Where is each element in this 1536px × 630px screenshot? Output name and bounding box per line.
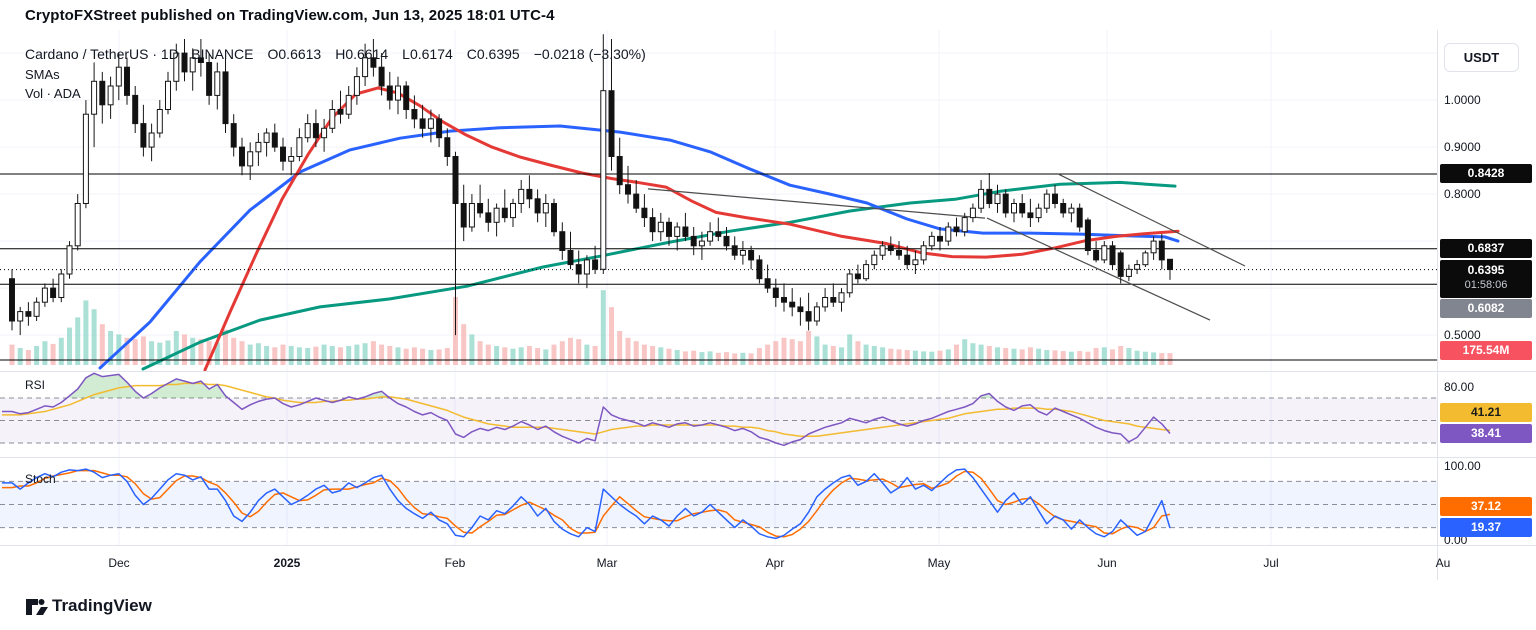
attribution-header: CryptoFXStreet published on TradingView.… bbox=[25, 7, 555, 24]
symbol-title[interactable]: Cardano / TetherUS · 1D · BINANCE bbox=[25, 46, 254, 62]
footer: TradingView bbox=[0, 580, 1536, 630]
chart-canvas[interactable] bbox=[0, 30, 1437, 545]
stoch-k-badge: 19.37 bbox=[1440, 518, 1532, 537]
price-tick: 0.9000 bbox=[1444, 140, 1481, 155]
chart-legend: Cardano / TetherUS · 1D · BINANCE O0.661… bbox=[25, 46, 646, 101]
time-axis-label: Jul bbox=[1263, 556, 1279, 570]
level-badge-0.8428: 0.8428 bbox=[1440, 164, 1532, 183]
time-axis-label: May bbox=[927, 556, 951, 570]
ohlc-low: L0.6174 bbox=[402, 46, 453, 62]
time-axis-label: Feb bbox=[444, 556, 466, 570]
stoch-legend-item[interactable]: Stoch bbox=[25, 472, 56, 486]
ohlc-change: −0.0218 (−3.30%) bbox=[533, 46, 646, 62]
volume-badge: 175.54M bbox=[1440, 341, 1532, 360]
axis-separator bbox=[1437, 30, 1438, 580]
time-axis-label: Mar bbox=[596, 556, 618, 570]
bar-countdown: 01:58:06 bbox=[1464, 279, 1508, 291]
level-badge-0.6082: 0.6082 bbox=[1440, 299, 1532, 318]
rsi-badge: 38.41 bbox=[1440, 424, 1532, 443]
chart-widget: Cardano / TetherUS · 1D · BINANCE O0.661… bbox=[0, 30, 1536, 580]
indicator-tick: 80.00 bbox=[1444, 380, 1475, 394]
pane-separator-price-rsi[interactable] bbox=[0, 371, 1536, 372]
pane-separator-rsi-stoch[interactable] bbox=[0, 457, 1536, 458]
ohlc-high: H0.6614 bbox=[335, 46, 389, 62]
volume-legend-item[interactable]: Vol · ADA bbox=[25, 86, 81, 101]
last-price-badge: 0.6395 01:58:06 bbox=[1440, 260, 1532, 298]
time-axis-label: Dec bbox=[108, 556, 130, 570]
price-tick: 1.0000 bbox=[1444, 93, 1481, 108]
last-price-value: 0.6395 bbox=[1467, 263, 1505, 277]
tradingview-brand-text[interactable]: TradingView bbox=[52, 596, 152, 615]
rsi-ma-badge: 41.21 bbox=[1440, 403, 1532, 422]
currency-button[interactable]: USDT bbox=[1444, 43, 1519, 72]
level-badge-0.6837: 0.6837 bbox=[1440, 239, 1532, 258]
time-axis[interactable]: Dec 2025 Feb Mar Apr May Jun Jul Au bbox=[0, 545, 1536, 580]
indicator-tick: 100.00 bbox=[1444, 459, 1481, 473]
ohlc-open: O0.6613 bbox=[267, 46, 322, 62]
time-axis-label: Jun bbox=[1097, 556, 1117, 570]
time-axis-label: 2025 bbox=[273, 556, 301, 570]
tradingview-logo-icon[interactable] bbox=[25, 595, 49, 619]
price-tick: 0.8000 bbox=[1444, 187, 1481, 202]
sma-legend-item[interactable]: SMAs bbox=[25, 67, 60, 82]
price-tick: 0.5000 bbox=[1444, 328, 1481, 343]
time-axis-label: Apr bbox=[765, 556, 785, 570]
ohlc-close: C0.6395 bbox=[466, 46, 520, 62]
time-axis-label: Au bbox=[1435, 556, 1451, 570]
symbol-row[interactable]: Cardano / TetherUS · 1D · BINANCE O0.661… bbox=[25, 46, 646, 62]
rsi-legend-item[interactable]: RSI bbox=[25, 378, 46, 392]
stoch-d-badge: 37.12 bbox=[1440, 497, 1532, 516]
pane-separator-stoch-time bbox=[0, 545, 1536, 546]
